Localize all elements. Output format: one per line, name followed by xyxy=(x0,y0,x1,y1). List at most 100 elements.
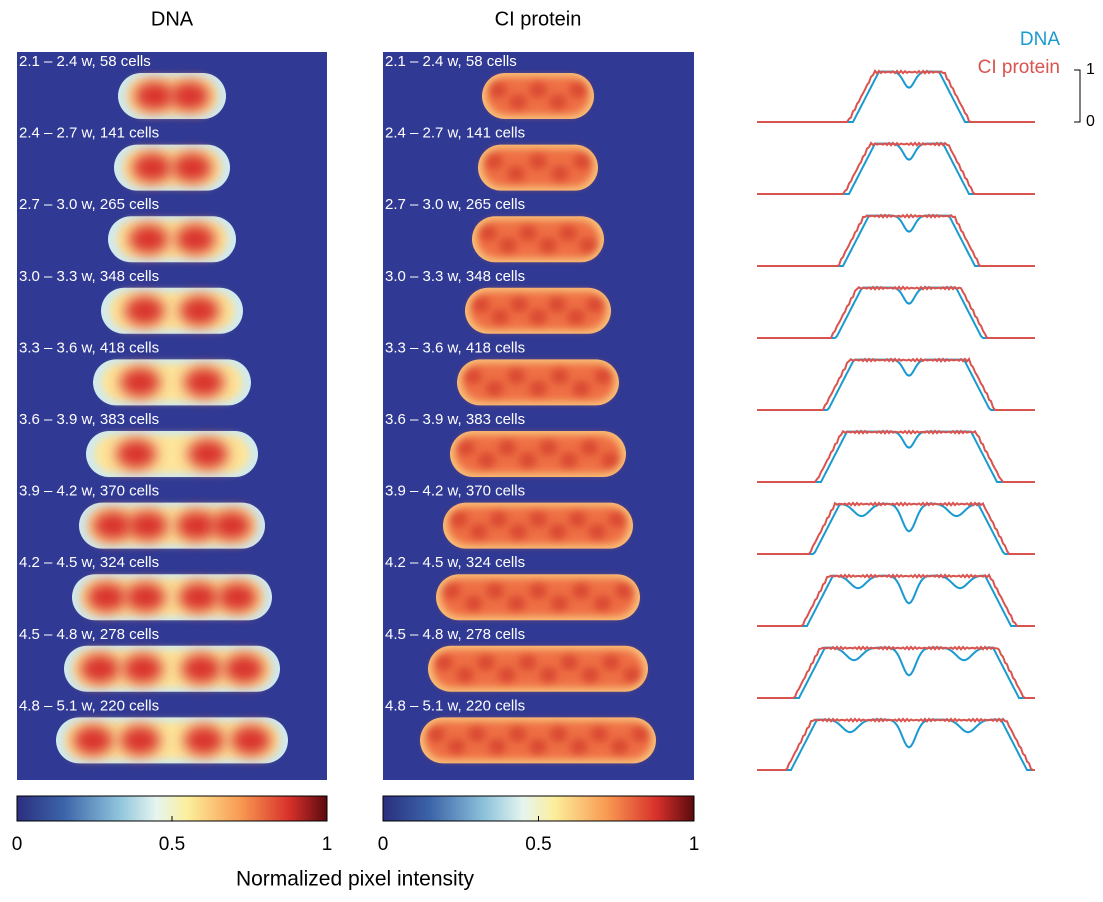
blob xyxy=(120,725,161,756)
blotch xyxy=(519,225,537,242)
blotch xyxy=(548,296,566,313)
ci-profile xyxy=(757,429,1035,483)
dna-profile xyxy=(757,214,1035,267)
blob xyxy=(73,725,114,756)
ci-profile xyxy=(757,717,1035,771)
scale-label: 0 xyxy=(1086,113,1095,130)
row-label: 4.2 – 4.5 w, 324 cells xyxy=(19,554,159,571)
blob xyxy=(183,367,224,398)
blotch xyxy=(560,654,579,671)
blob xyxy=(217,582,258,613)
cells xyxy=(56,73,656,764)
blotch xyxy=(569,82,587,98)
panel-cells xyxy=(420,73,656,764)
blob xyxy=(131,152,172,183)
blob xyxy=(172,152,213,183)
scale-bar xyxy=(1074,69,1081,123)
blotch xyxy=(602,654,621,671)
profiles xyxy=(757,69,1035,771)
blotch xyxy=(529,308,547,325)
blotch xyxy=(464,368,482,385)
blotch xyxy=(489,511,508,528)
blob xyxy=(127,510,168,541)
blotch xyxy=(479,225,497,242)
dna-profile xyxy=(757,502,1035,555)
blotch xyxy=(455,666,474,683)
row-label: 2.4 – 2.7 w, 141 cells xyxy=(385,125,525,142)
row-label: 3.3 – 3.6 w, 418 cells xyxy=(19,339,159,356)
blotch xyxy=(601,452,619,468)
blob xyxy=(183,725,224,756)
colorbar-tick-label: 0 xyxy=(12,834,23,855)
ci-profile xyxy=(757,285,1035,339)
blob xyxy=(86,582,127,613)
blob xyxy=(120,367,161,398)
blotch xyxy=(497,666,516,683)
blotch xyxy=(507,165,525,182)
blotch xyxy=(567,308,585,325)
blob xyxy=(175,224,216,255)
blotch xyxy=(572,380,591,397)
blotch xyxy=(551,165,569,182)
row-label: 4.5 – 4.8 w, 278 cells xyxy=(385,626,525,643)
ci-profile xyxy=(757,357,1035,411)
blotch xyxy=(509,94,527,110)
colorbar-tick-label: 0 xyxy=(378,834,389,855)
blotch xyxy=(529,511,547,528)
row-label: 2.7 – 3.0 w, 265 cells xyxy=(19,196,159,213)
row-label: 2.4 – 2.7 w, 141 cells xyxy=(19,125,159,142)
blotch xyxy=(559,225,577,242)
blotch xyxy=(586,296,604,313)
blotch xyxy=(488,738,507,755)
row-label: 3.0 – 3.3 w, 348 cells xyxy=(385,268,525,285)
blotch xyxy=(550,595,569,612)
dna-profile xyxy=(757,430,1035,483)
blotch xyxy=(590,726,609,743)
blob xyxy=(125,582,166,613)
blotch xyxy=(581,666,600,683)
blotch xyxy=(569,738,588,755)
blotch xyxy=(529,583,547,600)
blotch xyxy=(489,82,507,98)
row-label: 4.2 – 4.5 w, 324 cells xyxy=(385,554,525,571)
blob xyxy=(187,439,228,469)
blotch xyxy=(486,583,504,600)
cell-core xyxy=(64,721,280,760)
dna-profile xyxy=(757,70,1035,123)
blotch xyxy=(579,237,597,254)
blob xyxy=(134,81,175,111)
blotch xyxy=(631,726,649,743)
blotch xyxy=(457,440,475,456)
blotch xyxy=(477,452,496,468)
colorbar-label: Normalized pixel intensity xyxy=(236,868,475,891)
blotch xyxy=(539,666,558,683)
blotch xyxy=(580,440,599,456)
blotch xyxy=(568,511,587,528)
blob xyxy=(178,582,219,613)
blotch xyxy=(588,523,607,540)
blotch xyxy=(507,368,526,385)
row-label: 4.5 – 4.8 w, 278 cells xyxy=(19,626,159,643)
row-label: 2.1 – 2.4 w, 58 cells xyxy=(19,53,151,70)
blotch xyxy=(615,583,633,600)
cell-core xyxy=(455,435,621,473)
row-label: 3.9 – 4.2 w, 370 cells xyxy=(385,483,525,500)
colorbar-tick-label: 0.5 xyxy=(525,834,551,855)
panel-title: CI protein xyxy=(495,8,582,30)
ci-profile xyxy=(757,141,1035,195)
ci-profile xyxy=(757,501,1035,555)
blotch xyxy=(559,452,578,468)
legend-entry: DNA xyxy=(1020,29,1060,50)
blotch xyxy=(485,153,503,170)
panel-title: DNA xyxy=(151,8,194,30)
blob xyxy=(116,439,157,469)
blotch xyxy=(447,738,466,755)
row-label: 4.8 – 5.1 w, 220 cells xyxy=(19,697,159,714)
blotch xyxy=(469,523,488,540)
row-label: 3.9 – 4.2 w, 370 cells xyxy=(19,483,159,500)
blob xyxy=(169,81,210,111)
ci-profile xyxy=(757,645,1035,699)
blotch xyxy=(593,595,612,612)
cell-core xyxy=(72,649,272,688)
